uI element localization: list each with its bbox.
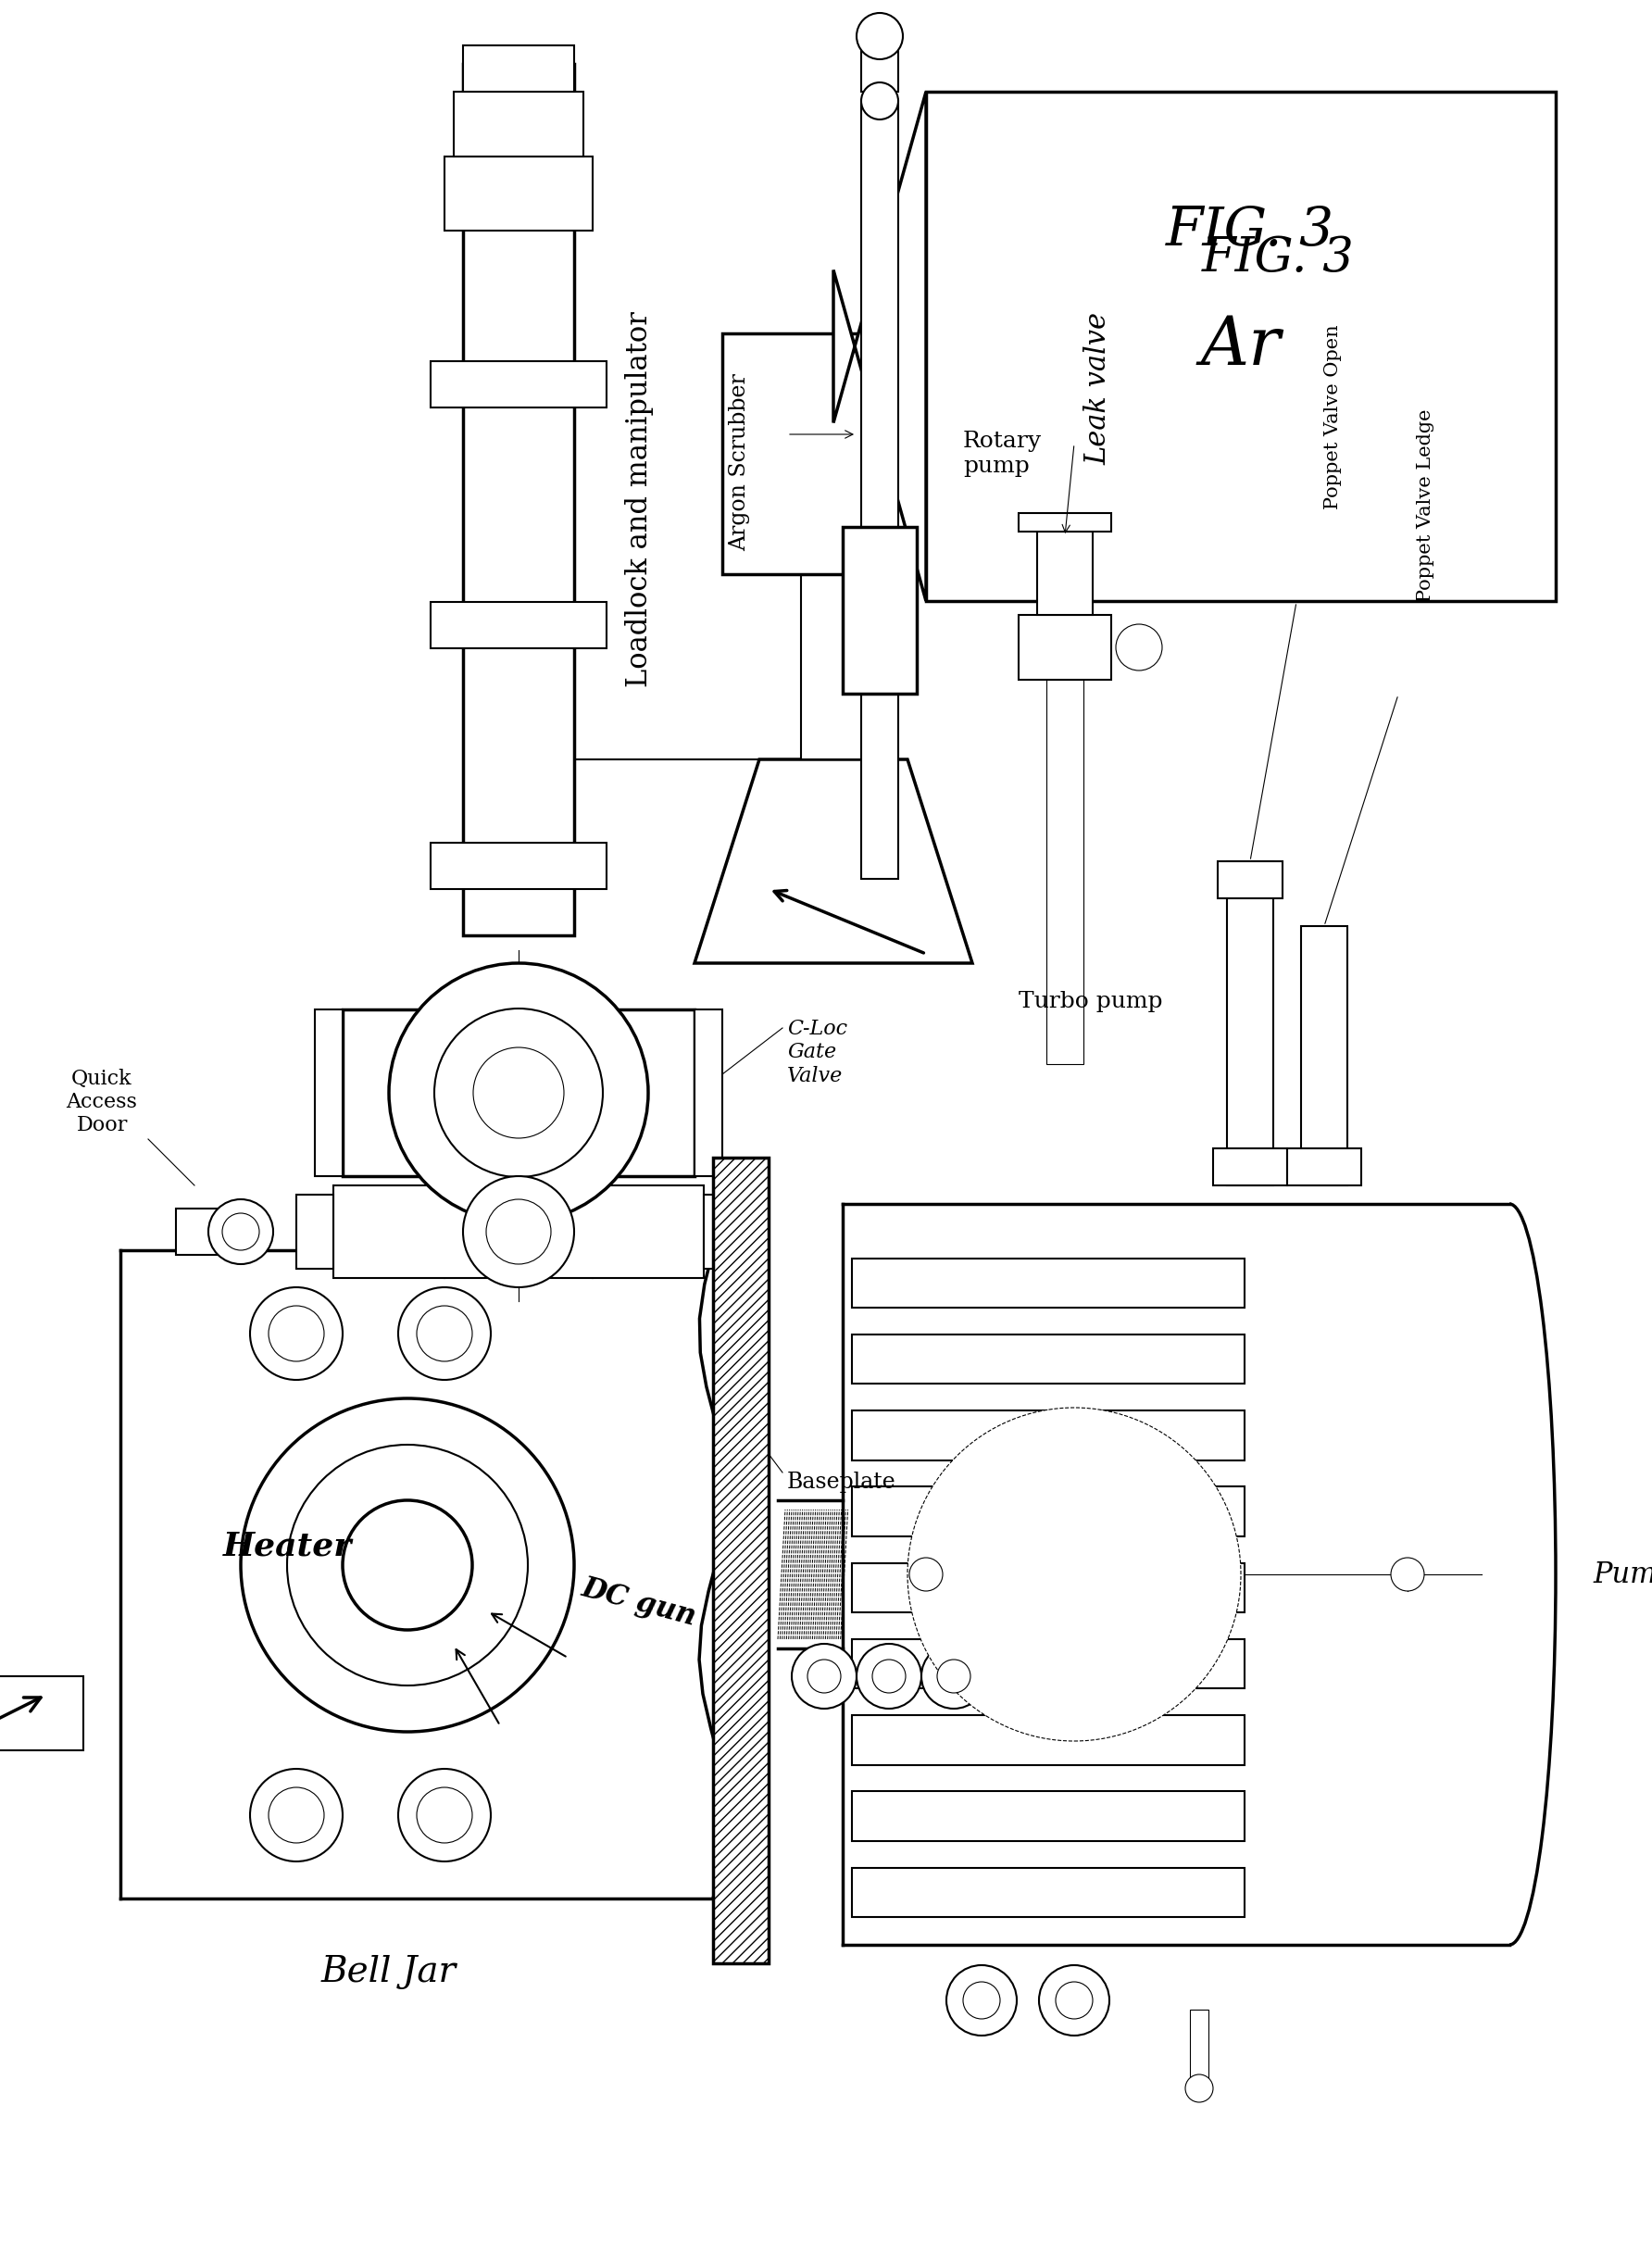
- Bar: [704, 1195, 740, 1268]
- Bar: [861, 45, 899, 91]
- Text: Loadlock and manipulator: Loadlock and manipulator: [624, 311, 653, 687]
- Bar: [852, 1640, 1244, 1690]
- Text: DC gun: DC gun: [578, 1574, 699, 1631]
- Circle shape: [249, 1769, 342, 1862]
- Bar: [296, 1195, 334, 1268]
- Bar: [1287, 1148, 1361, 1186]
- Circle shape: [963, 1982, 999, 2019]
- Text: Heater: Heater: [223, 1531, 352, 1563]
- Bar: [454, 91, 583, 156]
- Circle shape: [472, 1048, 563, 1139]
- Bar: [852, 1792, 1244, 1842]
- Text: FIG. 3: FIG. 3: [1166, 204, 1335, 256]
- Bar: [852, 1334, 1244, 1383]
- Bar: [852, 1411, 1244, 1461]
- Text: Poppet Valve Ledge: Poppet Valve Ledge: [1417, 408, 1434, 601]
- Circle shape: [922, 1644, 986, 1708]
- Bar: [1302, 925, 1348, 1186]
- Bar: [1019, 513, 1112, 531]
- Bar: [431, 361, 606, 408]
- Circle shape: [269, 1306, 324, 1361]
- Circle shape: [1115, 624, 1161, 671]
- Circle shape: [463, 1177, 575, 1288]
- Bar: [431, 844, 606, 889]
- Bar: [1189, 2009, 1209, 2084]
- Circle shape: [342, 1499, 472, 1631]
- Text: Bell Jar: Bell Jar: [320, 1955, 456, 1989]
- Bar: [852, 1488, 1244, 1535]
- Circle shape: [223, 1213, 259, 1250]
- Circle shape: [398, 1288, 491, 1379]
- Text: Poppet Valve Open: Poppet Valve Open: [1325, 324, 1341, 510]
- Text: Argon Scrubber: Argon Scrubber: [729, 374, 750, 551]
- Circle shape: [907, 1408, 1241, 1742]
- Text: Baseplate: Baseplate: [786, 1472, 895, 1492]
- Bar: [463, 45, 575, 91]
- Bar: [801, 574, 866, 760]
- Bar: [861, 102, 899, 880]
- Text: Rotary
pump: Rotary pump: [963, 431, 1042, 476]
- Text: Ar: Ar: [1201, 313, 1280, 379]
- Bar: [342, 1009, 694, 1177]
- Bar: [694, 1009, 722, 1177]
- Circle shape: [937, 1660, 970, 1692]
- Bar: [334, 1186, 704, 1277]
- Circle shape: [808, 1660, 841, 1692]
- Text: C-Loc
Gate
Valve: C-Loc Gate Valve: [786, 1018, 847, 1086]
- Text: Turbo pump: Turbo pump: [1019, 991, 1163, 1012]
- Bar: [714, 1157, 768, 1964]
- Text: Pumping well: Pumping well: [1593, 1560, 1652, 1588]
- Bar: [431, 601, 606, 649]
- Circle shape: [388, 964, 648, 1222]
- Bar: [463, 64, 575, 934]
- Circle shape: [249, 1288, 342, 1379]
- Bar: [177, 1209, 241, 1254]
- Bar: [722, 333, 945, 574]
- Circle shape: [1056, 1982, 1092, 2019]
- Circle shape: [398, 1769, 491, 1862]
- Circle shape: [241, 1399, 575, 1733]
- Circle shape: [1039, 1964, 1110, 2037]
- Circle shape: [856, 14, 904, 59]
- Circle shape: [486, 1200, 552, 1263]
- Bar: [1046, 680, 1084, 1064]
- Circle shape: [208, 1200, 273, 1263]
- Bar: [316, 1009, 342, 1177]
- Circle shape: [791, 1644, 856, 1708]
- Text: Leak valve: Leak valve: [1084, 311, 1112, 465]
- Bar: [1019, 615, 1112, 680]
- Circle shape: [287, 1445, 529, 1685]
- Bar: [852, 1563, 1244, 1613]
- Text: Quick
Access
Door: Quick Access Door: [66, 1068, 137, 1136]
- Circle shape: [861, 82, 899, 120]
- Circle shape: [416, 1306, 472, 1361]
- Circle shape: [909, 1558, 943, 1592]
- Text: FIG. 3: FIG. 3: [1201, 236, 1355, 281]
- Circle shape: [1391, 1558, 1424, 1592]
- Bar: [843, 526, 917, 694]
- Circle shape: [269, 1787, 324, 1844]
- Bar: [852, 1259, 1244, 1309]
- Polygon shape: [833, 91, 927, 601]
- Circle shape: [947, 1964, 1016, 2037]
- Polygon shape: [694, 760, 973, 964]
- Bar: [1227, 862, 1274, 1186]
- Circle shape: [872, 1660, 905, 1692]
- Bar: [852, 1715, 1244, 1765]
- Bar: [0, 1676, 83, 1751]
- Bar: [1218, 862, 1282, 898]
- Bar: [1213, 1148, 1287, 1186]
- Bar: [444, 156, 593, 231]
- Bar: [1037, 531, 1092, 615]
- Circle shape: [856, 1644, 922, 1708]
- Bar: [927, 91, 1556, 601]
- Circle shape: [1184, 2075, 1213, 2102]
- Bar: [852, 1867, 1244, 1916]
- Circle shape: [416, 1787, 472, 1844]
- Circle shape: [434, 1009, 603, 1177]
